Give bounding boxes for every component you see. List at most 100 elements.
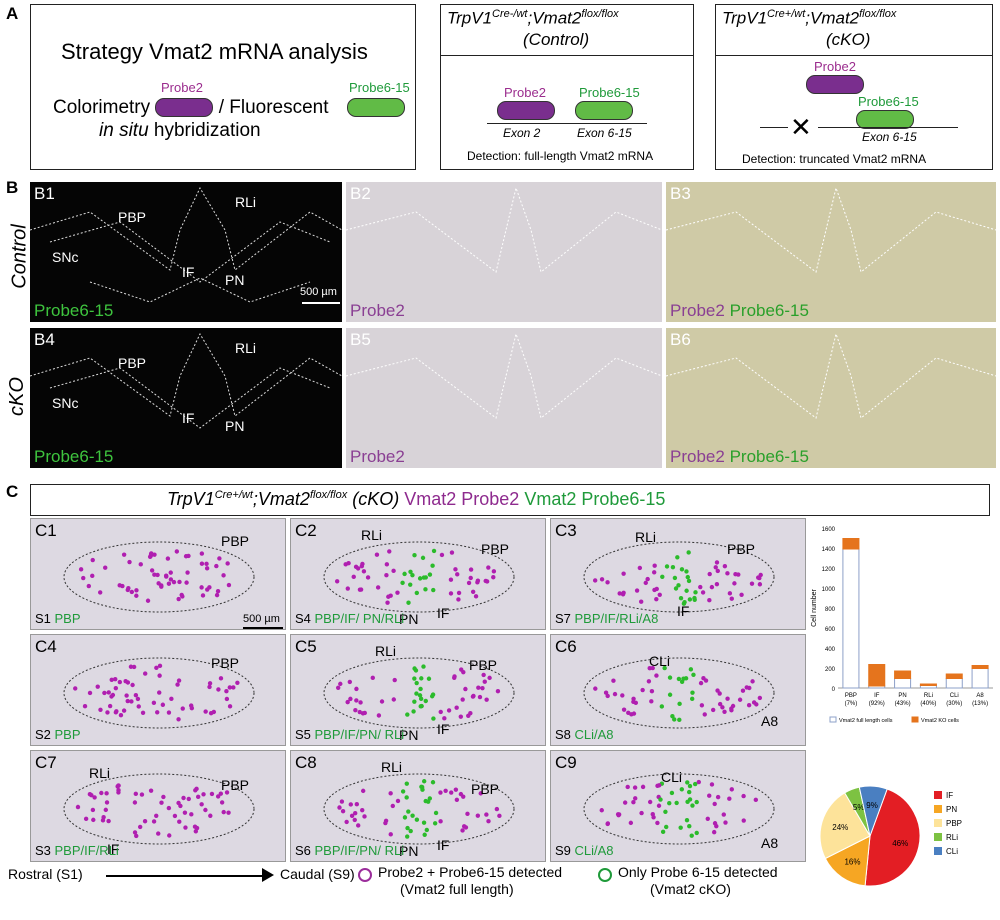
cell-dot (385, 600, 390, 605)
region-rli: RLi (235, 340, 257, 356)
cell-dot (473, 594, 479, 599)
legend-swatch (934, 791, 942, 799)
cell-dot (208, 710, 214, 716)
section-caption: S3 PBP/IF/RLi (35, 843, 119, 858)
region-label-a8: A8 (761, 835, 779, 851)
cell-dot (205, 587, 210, 592)
cell-dot (420, 787, 425, 792)
cko-box: TrpV1Cre+/wt;Vmat2flox/flox (cKO) Probe2… (715, 4, 993, 170)
section-panel-c6: C6 CLi A8 S8 CLi/A8 (550, 634, 806, 746)
cell-dot (685, 574, 690, 580)
region-label-rli: RLi (89, 765, 111, 781)
cell-dot (133, 791, 139, 797)
cell-dot (208, 813, 213, 818)
cell-dot (160, 702, 166, 707)
cell-dot (670, 564, 676, 570)
cell-dot (352, 811, 358, 816)
exon615-label: Exon 6-15 (862, 130, 917, 144)
legend-swatch (829, 716, 837, 723)
exon-line (818, 127, 958, 128)
probe2-label: Probe2 (161, 80, 203, 95)
cell-dot (404, 834, 410, 839)
cell-dot (452, 674, 457, 679)
x-tick-sublabel: (43%) (895, 701, 911, 707)
pie-slice-label: 9% (866, 801, 878, 810)
cell-dot (717, 701, 723, 707)
cell-dot (339, 799, 345, 804)
cell-dot (154, 665, 159, 671)
y-axis-label: Cell number (811, 588, 818, 626)
gene-trpv1: TrpV1 (167, 489, 215, 509)
cell-dot (109, 694, 114, 699)
cell-dot (166, 805, 172, 811)
cell-dot (360, 807, 365, 813)
cell-dot (744, 685, 749, 690)
cell-dot (476, 685, 481, 690)
cell-dot (698, 584, 703, 590)
control-genotype: TrpV1Cre-/wt;Vmat2flox/flox (447, 8, 619, 29)
cell-dot (388, 832, 393, 837)
cell-dot (383, 820, 388, 826)
cell-dot (157, 663, 163, 669)
cell-dot (404, 781, 409, 786)
cell-dot (620, 693, 625, 698)
probe615-pill (575, 101, 633, 120)
section-panel-c7: C7 RLi PBP IF S3 PBP/IF/RLi (30, 750, 286, 862)
brain-outline (346, 332, 662, 419)
cell-dot (681, 601, 687, 606)
cell-dot (221, 809, 226, 815)
cell-dot (199, 585, 204, 590)
cell-dot (699, 703, 705, 708)
legend-purple-marker (358, 868, 372, 882)
cell-dot (362, 814, 367, 819)
cell-dot (645, 576, 650, 582)
cell-dot (438, 790, 443, 795)
cell-dot (118, 712, 124, 718)
cell-dot (672, 575, 678, 581)
cell-dot (456, 590, 462, 596)
cell-dot (757, 582, 763, 587)
cell-dot (722, 709, 727, 714)
cell-dot (470, 589, 476, 594)
x-tick-label: CLi (950, 693, 959, 699)
probe615-caption: Probe6-15 (34, 301, 114, 320)
cell-dot (203, 807, 208, 813)
cell-dot (136, 704, 141, 709)
caudal-label: Caudal (S9) (280, 866, 355, 882)
cell-dot (660, 829, 666, 835)
cell-dot (720, 705, 725, 710)
strategy-box: Strategy Vmat2 mRNA analysis Probe2 Prob… (30, 4, 416, 170)
cell-dot (104, 791, 109, 796)
cell-dot (729, 787, 734, 792)
cell-dot (625, 784, 630, 790)
cell-dot (459, 667, 464, 672)
cell-dot (148, 788, 154, 793)
region-pbp: PBP (118, 209, 147, 225)
cell-dot (204, 561, 209, 567)
probe2-pill (155, 98, 214, 118)
legend-label: CLi (946, 847, 958, 856)
brain-outline (30, 186, 342, 303)
legend-label: PBP (946, 819, 962, 828)
exon615-label: Exon 6-15 (577, 126, 632, 140)
cell-dot (176, 596, 181, 602)
cell-dot (694, 830, 699, 836)
region-if: IF (182, 410, 195, 426)
cell-dot (344, 819, 349, 825)
cell-dot (663, 809, 668, 814)
cell-dot (631, 699, 636, 705)
cell-dot (692, 597, 697, 602)
cell-dot (655, 820, 660, 826)
y-tick-label: 400 (825, 647, 836, 653)
cell-dot (483, 578, 488, 584)
cell-dot (166, 710, 172, 715)
cell-dot (360, 711, 366, 716)
cell-dot (347, 679, 353, 685)
section-id: S9 (555, 843, 575, 858)
section-outline (583, 657, 775, 729)
bar-pn (894, 670, 912, 679)
cell-dot (109, 677, 114, 682)
section-id: S2 (35, 727, 55, 742)
cell-dot (87, 690, 93, 696)
merge-caption: Probe2 Probe6-15 (670, 301, 809, 321)
